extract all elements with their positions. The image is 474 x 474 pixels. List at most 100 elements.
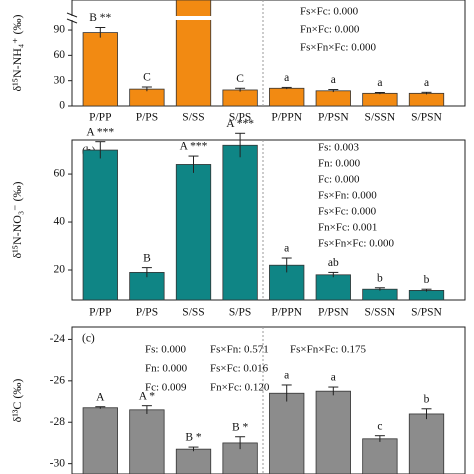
y-tick-label: -24 bbox=[50, 333, 66, 345]
y-tick-label: 30 bbox=[54, 74, 66, 86]
bar bbox=[362, 438, 398, 474]
bar bbox=[175, 164, 212, 301]
significance-letter: a bbox=[284, 72, 289, 84]
significance-letter: a bbox=[284, 370, 289, 382]
bar bbox=[362, 92, 398, 107]
anova-stat: Fn×Fc: 0.000 bbox=[300, 24, 360, 36]
significance-letter: b bbox=[377, 272, 383, 284]
significance-letter: ab bbox=[328, 257, 339, 269]
anova-stat: Fs×Fc: 0.000 bbox=[300, 6, 359, 18]
x-tick-label: S/SSN bbox=[365, 307, 396, 319]
axis-break bbox=[175, 16, 212, 20]
significance-letter: B * bbox=[232, 421, 249, 433]
y-axis-label: δ¹⁵N-NO₃⁻ (‰) bbox=[10, 182, 24, 259]
x-tick-label: S/PSN bbox=[411, 307, 442, 319]
anova-stat: Fs×Fn: 0.571 bbox=[210, 344, 269, 356]
x-tick-label: S/SS bbox=[182, 112, 204, 124]
y-tick-label: -30 bbox=[50, 457, 66, 469]
x-tick-label: P/PSN bbox=[318, 112, 349, 124]
bar bbox=[222, 144, 258, 301]
x-tick-label: P/PPN bbox=[271, 307, 302, 319]
significance-letter: a bbox=[424, 77, 429, 89]
bar bbox=[82, 32, 118, 107]
anova-stat: Fn: 0.000 bbox=[318, 158, 361, 170]
significance-letter: a bbox=[284, 243, 289, 255]
significance-letter: c bbox=[377, 420, 382, 432]
significance-letter: B * bbox=[185, 432, 202, 444]
anova-stat: Fs×Fc: 0.016 bbox=[210, 363, 269, 375]
bar bbox=[408, 92, 445, 107]
bar bbox=[175, 448, 212, 474]
panel-label: (c) bbox=[82, 333, 95, 345]
y-axis-label: δ¹⁵N-NH₄⁺ (‰) bbox=[10, 15, 24, 92]
significance-letter: a bbox=[331, 372, 336, 384]
axis-break-mark bbox=[66, 12, 78, 18]
significance-letter: A *** bbox=[86, 126, 114, 138]
bar bbox=[129, 409, 165, 474]
anova-stat: Fs×Fn: 0.000 bbox=[318, 190, 377, 202]
bar bbox=[269, 392, 305, 474]
y-tick-label: 40 bbox=[54, 216, 66, 228]
anova-stat: Fs: 0.000 bbox=[145, 344, 186, 356]
bar bbox=[175, 0, 212, 107]
anova-stat: Fn×Fc: 0.001 bbox=[318, 222, 377, 234]
significance-letter: b bbox=[424, 393, 430, 405]
anova-stat: Fs×Fn×Fc: 0.175 bbox=[290, 344, 366, 356]
bar bbox=[222, 89, 258, 107]
bar bbox=[408, 290, 445, 301]
x-tick-label: P/PSN bbox=[318, 307, 349, 319]
x-tick-label: P/PP bbox=[89, 307, 111, 319]
significance-letter: A * bbox=[139, 390, 156, 402]
y-tick-label: -26 bbox=[50, 374, 66, 386]
bar bbox=[269, 87, 305, 107]
bar bbox=[82, 149, 118, 301]
plot-frame bbox=[71, 0, 466, 107]
bar bbox=[315, 390, 351, 474]
bar bbox=[362, 288, 398, 301]
significance-letter: B ** bbox=[89, 12, 111, 24]
anova-stat: Fc: 0.009 bbox=[145, 382, 187, 394]
axis-break-mark bbox=[66, 18, 78, 24]
significance-letter: C bbox=[143, 72, 151, 84]
x-tick-label: S/PS bbox=[229, 112, 251, 124]
bar bbox=[129, 88, 165, 107]
plot-frame bbox=[71, 139, 466, 301]
y-tick-label: 60 bbox=[54, 168, 66, 180]
y-tick-label: 60 bbox=[54, 49, 66, 61]
significance-letter: A bbox=[96, 391, 105, 403]
significance-letter: a bbox=[331, 74, 336, 86]
anova-stat: Fc: 0.000 bbox=[318, 174, 360, 186]
anova-stat: Fn: 0.000 bbox=[145, 363, 188, 375]
y-tick-label: -28 bbox=[50, 416, 66, 428]
anova-stat: Fs: 0.003 bbox=[318, 142, 359, 154]
anova-stat: Fs×Fn×Fc: 0.000 bbox=[300, 42, 376, 54]
significance-letter: A *** bbox=[180, 141, 208, 153]
y-axis-label: δ¹³C (‰) bbox=[10, 379, 24, 423]
y-tick-label: 20 bbox=[54, 264, 66, 276]
anova-stat: Fn×Fc: 0.120 bbox=[210, 382, 270, 394]
bar bbox=[408, 413, 445, 474]
x-tick-label: S/SSN bbox=[365, 112, 396, 124]
plot-frame bbox=[71, 326, 466, 474]
bar bbox=[315, 90, 351, 107]
x-tick-label: P/PS bbox=[136, 307, 158, 319]
significance-letter: B bbox=[143, 252, 151, 264]
y-tick-label: 0 bbox=[59, 100, 65, 112]
bar bbox=[315, 274, 351, 301]
significance-letter: a bbox=[377, 77, 382, 89]
x-tick-label: S/PS bbox=[229, 307, 251, 319]
anova-stat: Fs×Fc: 0.000 bbox=[318, 206, 377, 218]
x-tick-label: P/PP bbox=[89, 112, 111, 124]
x-tick-label: S/PSN bbox=[411, 112, 442, 124]
axis-break bbox=[68, 16, 76, 20]
significance-letter: b bbox=[424, 274, 430, 286]
x-tick-label: S/SS bbox=[182, 307, 204, 319]
significance-letter: C bbox=[236, 73, 244, 85]
significance-letter: A *** bbox=[226, 118, 254, 130]
x-tick-label: P/PPN bbox=[271, 112, 302, 124]
y-tick-label: 90 bbox=[54, 24, 66, 36]
bar bbox=[82, 407, 118, 474]
x-tick-label: P/PS bbox=[136, 112, 158, 124]
anova-stat: Fs×Fn×Fc: 0.000 bbox=[318, 238, 394, 250]
